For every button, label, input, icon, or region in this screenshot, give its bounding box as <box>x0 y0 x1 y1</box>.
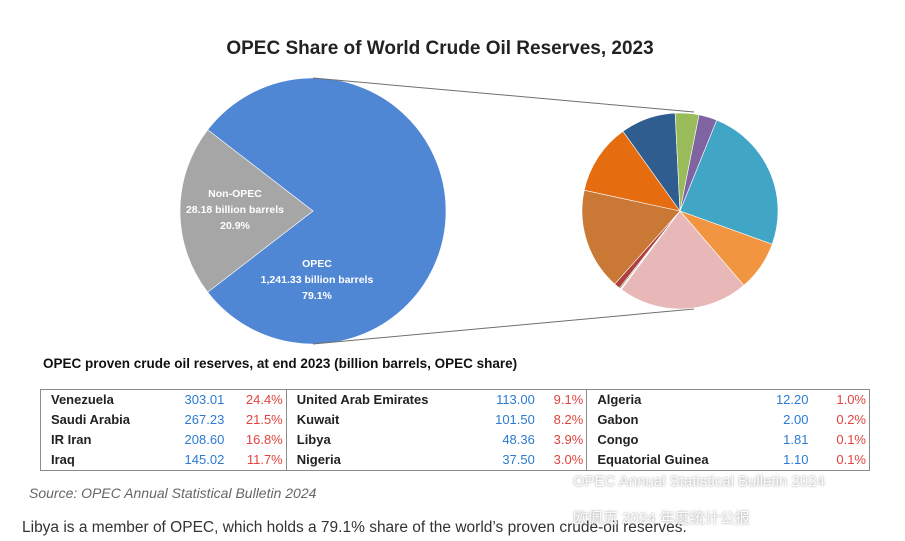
country-name: Gabon <box>597 412 639 427</box>
reserve-value: 48.36 <box>502 432 535 447</box>
opec-percent: 79.1% <box>302 290 332 302</box>
table-heading: OPEC proven crude oil reserves, at end 2… <box>43 356 518 371</box>
connector-line-bottom <box>312 308 695 345</box>
reserve-value: 1.10 <box>783 452 809 467</box>
non-opec-detail: 28.18 billion barrels <box>185 204 285 216</box>
non-opec-percent: 20.9% <box>220 220 250 232</box>
country-name: IR Iran <box>51 432 92 447</box>
opec-share: 8.2% <box>540 410 588 430</box>
country-name: Iraq <box>51 452 75 467</box>
table-row: Saudi Arabia 267.23 21.5% Kuwait 101.50 8.2% G… <box>41 410 871 430</box>
opec-share: 0.1% <box>814 430 871 450</box>
caption-text: Libya is a member of OPEC, which holds a… <box>22 519 687 536</box>
opec-share: 0.2% <box>814 410 871 430</box>
opec-share: 3.0% <box>540 450 588 471</box>
connector-lines <box>312 77 695 345</box>
country-name: United Arab Emirates <box>296 392 429 407</box>
opec-share: 21.5% <box>230 410 287 430</box>
main-pie <box>179 77 447 345</box>
reserve-value: 1.81 <box>783 432 809 447</box>
opec-share: 16.8% <box>230 430 287 450</box>
reserve-value: 12.20 <box>775 392 809 407</box>
breakdown-pie <box>581 112 779 310</box>
table-row: Venezuela 303.01 24.4% United Arab Emirates… <box>41 389 871 410</box>
chart-title: OPEC Share of World Crude Oil Reserves, … <box>226 38 654 59</box>
reserves-table: Venezuela 303.01 24.4% United Arab Emirates… <box>40 389 871 471</box>
reserve-value: 145.02 <box>184 452 225 467</box>
source-note: Source: OPEC Annual Statistical Bulletin… <box>29 485 317 501</box>
opec-share: 11.7% <box>230 450 287 471</box>
opec-share: 3.9% <box>540 430 588 450</box>
country-name: Equatorial Guinea <box>597 452 709 467</box>
reserve-value: 303.01 <box>184 392 225 407</box>
table-row: IR Iran 208.60 16.8% Libya 48.36 3.9% Congo 1.8… <box>41 430 871 450</box>
country-name: Venezuela <box>51 392 114 407</box>
country-name: Saudi Arabia <box>51 412 130 427</box>
pie-slice-nigeria <box>679 114 718 212</box>
country-name: Congo <box>597 432 639 447</box>
pie-label-non-opec: Non-OPEC 28.18 billion barrels 20.9% <box>175 186 295 234</box>
country-name: Algeria <box>597 392 642 407</box>
opec-detail: 1,241.33 billion barrels <box>260 274 374 286</box>
pie-slice-non-opec <box>179 129 314 293</box>
country-name: Nigeria <box>296 452 341 467</box>
pie-slice-ir-iran <box>581 189 681 285</box>
reserve-value: 2.00 <box>783 412 809 427</box>
pie-label-opec: OPEC 1,241.33 billion barrels 79.1% <box>247 256 387 304</box>
reserve-value: 267.23 <box>184 412 225 427</box>
reserve-value: 113.00 <box>496 392 535 407</box>
connector-line-top <box>312 77 695 113</box>
opec-share: 1.0% <box>814 389 871 410</box>
reserve-value: 208.60 <box>184 432 225 447</box>
opec-name: OPEC <box>302 258 332 270</box>
pie-slice-opec <box>207 77 447 345</box>
table-row: Iraq 145.02 11.7% Nigeria 37.50 3.0% Equatoria… <box>41 450 871 471</box>
opec-share: 24.4% <box>230 389 287 410</box>
opec-share: 9.1% <box>540 389 588 410</box>
pie-slice-saudi-arabia <box>620 210 745 310</box>
pie-slice-iraq <box>583 130 681 212</box>
country-name: Libya <box>296 432 331 447</box>
watermark-line-2: 欧佩克 2024 年度统计公报 <box>573 510 750 527</box>
reserve-value: 101.50 <box>495 412 535 427</box>
non-opec-name: Non-OPEC <box>208 188 262 200</box>
opec-share: 0.1% <box>814 450 871 471</box>
watermark-line-1: OPEC Annual Statistical Bulletin 2024 <box>573 473 825 490</box>
country-name: Kuwait <box>296 412 340 427</box>
reserve-value: 37.50 <box>502 452 535 467</box>
